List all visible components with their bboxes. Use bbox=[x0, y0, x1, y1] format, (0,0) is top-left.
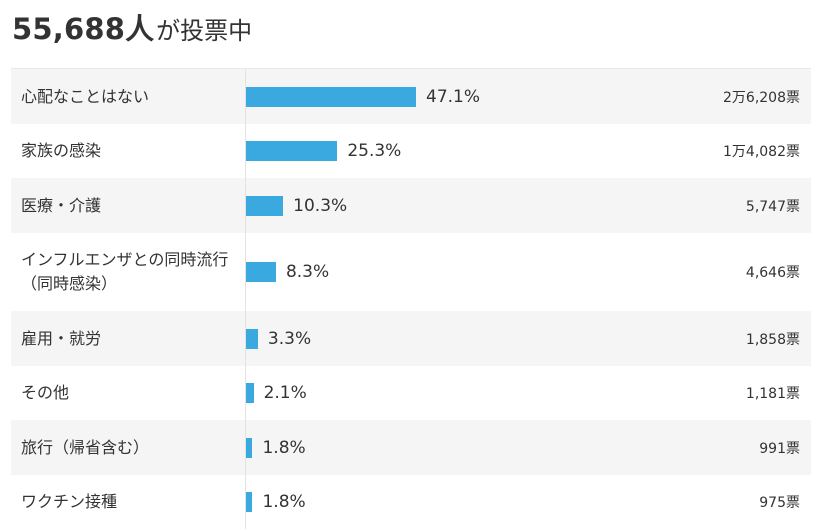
row-divider bbox=[245, 124, 246, 178]
vote-count-label: 991票 bbox=[759, 440, 800, 457]
row-divider bbox=[245, 366, 246, 420]
percent-label: 10.3% bbox=[293, 195, 348, 216]
poll-row: インフルエンザとの同時流行（同時感染） 8.3% 4,646票 bbox=[11, 233, 811, 311]
row-divider bbox=[245, 311, 246, 366]
bar-area: 10.3% bbox=[246, 178, 721, 233]
option-label: その他 bbox=[21, 383, 70, 402]
vote-count-label: 2万6,208票 bbox=[723, 89, 800, 106]
percent-label: 25.3% bbox=[347, 141, 402, 161]
result-bar bbox=[246, 383, 254, 403]
poll-header: 55,688 人が投票中 bbox=[12, 6, 252, 58]
result-bar bbox=[246, 437, 253, 458]
poll-results-chart: 心配なことはない 47.1% 2万6,208票家族の感染 25.3% 1万4,082票医… bbox=[11, 68, 811, 529]
total-vote-count: 55,688 bbox=[12, 12, 126, 46]
poll-row: 家族の感染 25.3% 1万4,082票 bbox=[11, 124, 811, 178]
vote-count-label: 5,747票 bbox=[745, 198, 800, 215]
bar-area: 8.3% bbox=[246, 233, 721, 311]
row-divider bbox=[245, 475, 246, 529]
result-bar bbox=[246, 328, 258, 349]
poll-row: ワクチン接種 1.8% 975票 bbox=[11, 475, 811, 529]
option-label: ワクチン接種 bbox=[21, 492, 118, 511]
bar-area: 47.1% bbox=[246, 69, 721, 124]
bar-area: 1.8% bbox=[246, 420, 721, 475]
vote-count-label: 1,858票 bbox=[745, 331, 800, 348]
poll-row: 心配なことはない 47.1% 2万6,208票 bbox=[11, 69, 811, 124]
bar-area: 25.3% bbox=[246, 124, 721, 178]
result-bar bbox=[246, 262, 276, 282]
result-bar bbox=[246, 492, 253, 512]
vote-count-label: 1万4,082票 bbox=[723, 144, 800, 160]
row-divider bbox=[245, 420, 246, 475]
vote-count-label: 975票 bbox=[759, 495, 800, 511]
option-label: 心配なことはない bbox=[21, 86, 150, 106]
option-label: 雇用・就労 bbox=[21, 328, 102, 348]
poll-row: 雇用・就労 3.3% 1,858票 bbox=[11, 311, 811, 366]
vote-count-label: 4,646票 bbox=[745, 265, 800, 281]
percent-label: 2.1% bbox=[263, 383, 307, 403]
vote-count-label: 1,181票 bbox=[745, 386, 800, 402]
result-bar bbox=[246, 86, 416, 107]
option-label: 家族の感染 bbox=[21, 141, 102, 160]
bar-area: 2.1% bbox=[246, 366, 721, 420]
result-bar bbox=[246, 141, 338, 161]
poll-row: 医療・介護 10.3% 5,747票 bbox=[11, 178, 811, 233]
poll-row: 旅行（帰省含む） 1.8% 991票 bbox=[11, 420, 811, 475]
option-label: 旅行（帰省含む） bbox=[21, 437, 150, 457]
bar-area: 1.8% bbox=[246, 475, 721, 529]
row-divider bbox=[245, 233, 246, 311]
bar-area: 3.3% bbox=[246, 311, 721, 366]
result-bar bbox=[246, 195, 284, 216]
row-divider bbox=[245, 178, 246, 233]
percent-label: 8.3% bbox=[285, 262, 330, 282]
row-divider bbox=[245, 69, 246, 124]
total-vote-unit: 人 bbox=[125, 12, 155, 46]
percent-label: 1.8% bbox=[262, 492, 306, 512]
option-label: インフルエンザとの同時流行（同時感染） bbox=[21, 250, 229, 293]
percent-label: 3.3% bbox=[267, 328, 312, 349]
percent-label: 1.8% bbox=[262, 437, 306, 458]
voting-status-text: が投票中 bbox=[156, 17, 253, 45]
percent-label: 47.1% bbox=[426, 86, 481, 107]
poll-row: その他 2.1% 1,181票 bbox=[11, 366, 811, 420]
option-label: 医療・介護 bbox=[21, 195, 102, 215]
